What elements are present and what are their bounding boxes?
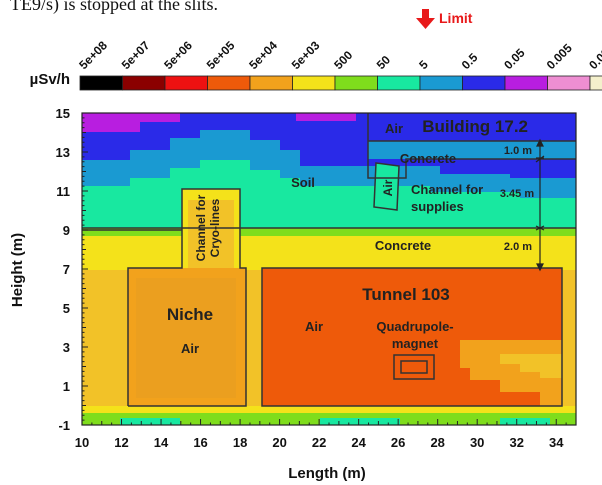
x-tick-label: 12: [114, 435, 128, 450]
limit-arrow-icon: [416, 9, 435, 29]
colorbar-tick-label: 0.05: [501, 45, 528, 72]
colorbar-swatch: [462, 75, 506, 91]
colorbar-tick-label: 500: [331, 48, 355, 72]
x-tick-label: 32: [509, 435, 523, 450]
x-tick-label: 14: [154, 435, 169, 450]
colorbar-swatch: [207, 75, 251, 91]
heatmap-field: [82, 113, 576, 425]
colorbar-swatch: [334, 75, 378, 91]
x-tick-label: 18: [233, 435, 247, 450]
x-tick-label: 16: [193, 435, 207, 450]
limit-label: Limit: [439, 10, 473, 26]
colorbar-swatch: [377, 75, 421, 91]
label-channel-supplies-1: Channel for: [411, 182, 483, 197]
colorbar-tick-label: 0.005: [544, 41, 575, 72]
colorbar: 5e+08 5e+07 5e+06 5e+05 5e+04 5e+03 500 50 5 0.5 0…: [76, 36, 602, 91]
colorbar-unit-label: µSv/h: [30, 71, 70, 88]
label-air-channel: Air: [381, 179, 395, 196]
x-tick-label: 22: [312, 435, 326, 450]
label-soil: Soil: [291, 175, 315, 190]
colorbar-swatch: [292, 75, 336, 91]
x-ticks: 10 12 14 16 18 20 22 24 26 28 30 32 34: [75, 419, 577, 450]
y-tick-label: 13: [56, 145, 70, 160]
label-building: Building 17.2: [422, 117, 528, 136]
x-axis-label: Length (m): [288, 465, 365, 482]
x-tick-label: 10: [75, 435, 89, 450]
colorbar-tick-label: 5e+04: [246, 38, 280, 72]
colorbar-tick-label: 5e+07: [119, 38, 153, 72]
label-tunnel-air: Air: [305, 319, 323, 334]
x-tick-label: 34: [549, 435, 564, 450]
label-tunnel: Tunnel 103: [362, 285, 450, 304]
colorbar-swatch: [249, 75, 293, 91]
colorbar-tick-label: 5e+03: [289, 38, 323, 72]
colorbar-tick-label: 5: [416, 57, 431, 72]
x-tick-label: 28: [430, 435, 444, 450]
label-magnet-2: magnet: [392, 336, 439, 351]
y-axis-label: Height (m): [9, 233, 26, 307]
y-tick-label: 15: [56, 106, 70, 121]
colorbar-swatch: [419, 75, 463, 91]
label-dim-1: 1.0 m: [504, 145, 532, 157]
label-concrete-upper: Concrete: [400, 151, 456, 166]
label-magnet-1: Quadrupole-: [376, 319, 453, 334]
label-air-top: Air: [385, 121, 403, 136]
header-text-fragment: TE9/s) is stopped at the slits.: [10, 0, 218, 14]
colorbar-swatch: [504, 75, 548, 91]
x-tick-label: 30: [470, 435, 484, 450]
label-channel-cryo-1: Channel for: [194, 194, 208, 261]
label-dim-3: 2.0 m: [504, 241, 532, 253]
colorbar-swatch: [589, 75, 602, 91]
y-tick-label: 3: [63, 340, 70, 355]
y-tick-label: 5: [63, 301, 70, 316]
colorbar-tick-label: 5e+05: [204, 38, 238, 72]
y-tick-label: 9: [63, 223, 70, 238]
colorbar-swatch: [79, 75, 123, 91]
y-tick-label: -1: [58, 418, 70, 433]
y-tick-label: 11: [56, 184, 70, 199]
colorbar-tick-label: 5e+06: [161, 38, 195, 72]
x-tick-label: 24: [351, 435, 366, 450]
label-concrete-lower: Concrete: [375, 238, 431, 253]
label-dim-2: 3.45 m: [500, 188, 534, 200]
y-tick-label: 7: [63, 262, 70, 277]
label-niche-air: Air: [181, 341, 199, 356]
dimension-lines: [535, 138, 545, 272]
colorbar-tick-label: 0.5: [459, 50, 481, 72]
label-niche: Niche: [167, 305, 213, 324]
colorbar-tick-label: 50: [374, 53, 394, 73]
colorbar-tick-label: 0.0005: [586, 36, 602, 72]
colorbar-swatch: [164, 75, 208, 91]
geometry-outlines: [82, 113, 576, 407]
colorbar-swatch: [547, 75, 591, 91]
x-tick-label: 20: [272, 435, 286, 450]
colorbar-tick-label: 5e+08: [76, 38, 110, 72]
x-tick-label: 26: [391, 435, 405, 450]
label-channel-cryo-2: Cryo-lines: [208, 198, 222, 257]
y-tick-label: 1: [63, 379, 70, 394]
label-channel-supplies-2: supplies: [411, 199, 464, 214]
colorbar-swatch: [122, 75, 166, 91]
